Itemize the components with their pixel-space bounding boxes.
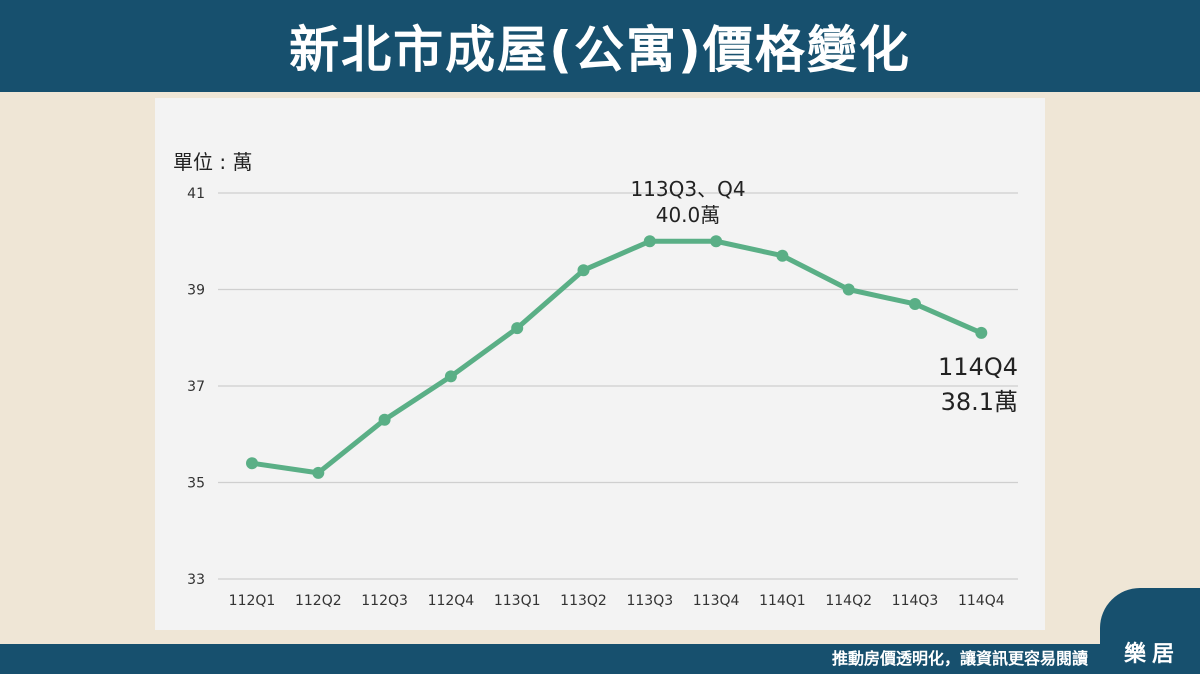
data-point — [246, 457, 258, 470]
x-tick-label: 114Q3 — [892, 593, 939, 609]
brand-logo-badge — [1100, 588, 1200, 674]
x-tick-label: 112Q3 — [361, 593, 408, 609]
y-tick-label: 33 — [187, 572, 205, 588]
footer-slogan: 推動房價透明化，讓資訊更容易閱讀 — [831, 649, 1088, 668]
data-point — [710, 235, 723, 248]
data-point — [378, 413, 391, 426]
x-tick-label: 113Q4 — [693, 593, 740, 609]
last-annotation-label: 114Q4 — [938, 353, 1018, 381]
header-bar: 新北市成屋(公寓)價格變化 — [0, 0, 1200, 92]
footer-bar: 推動房價透明化，讓資訊更容易閱讀 — [0, 644, 1200, 674]
data-point — [643, 235, 656, 248]
data-point — [909, 297, 921, 310]
peak-annotation-value: 40.0萬 — [656, 203, 721, 227]
x-tick-label: 112Q2 — [295, 593, 342, 609]
unit-label: 單位 : 萬 — [173, 150, 253, 174]
y-axis-ticks: 33 35 37 39 41 — [187, 186, 205, 588]
last-annotation-value: 38.1萬 — [941, 388, 1018, 416]
data-point — [577, 264, 590, 277]
x-tick-label: 113Q1 — [494, 593, 541, 609]
data-point — [312, 466, 325, 479]
data-point — [776, 249, 789, 262]
x-tick-label: 112Q4 — [428, 593, 475, 609]
data-point — [511, 322, 524, 335]
chart-panel — [155, 98, 1045, 630]
grid-lines — [218, 192, 1018, 580]
x-tick-label: 112Q1 — [229, 593, 276, 609]
y-tick-label: 35 — [187, 476, 205, 492]
data-point — [975, 326, 988, 339]
page-title: 新北市成屋(公寓)價格變化 — [289, 21, 911, 79]
x-tick-label: 114Q1 — [759, 593, 806, 609]
data-point — [842, 283, 855, 296]
series-line — [251, 238, 983, 476]
x-tick-label: 114Q4 — [958, 593, 1005, 609]
y-tick-label: 37 — [187, 379, 205, 395]
series-group — [246, 235, 988, 479]
data-point — [444, 370, 457, 383]
brand-logo-text: 樂居 — [1124, 642, 1181, 667]
y-tick-label: 41 — [187, 186, 205, 202]
peak-annotation-label: 113Q3、Q4 — [630, 177, 745, 201]
y-tick-label: 39 — [187, 283, 205, 299]
x-tick-label: 113Q2 — [560, 593, 607, 609]
x-tick-label: 114Q2 — [825, 593, 872, 609]
x-tick-label: 113Q3 — [626, 593, 673, 609]
x-axis-ticks: 112Q1 112Q2 112Q3 112Q4 113Q1 113Q2 113Q3 113Q4… — [229, 593, 1005, 609]
